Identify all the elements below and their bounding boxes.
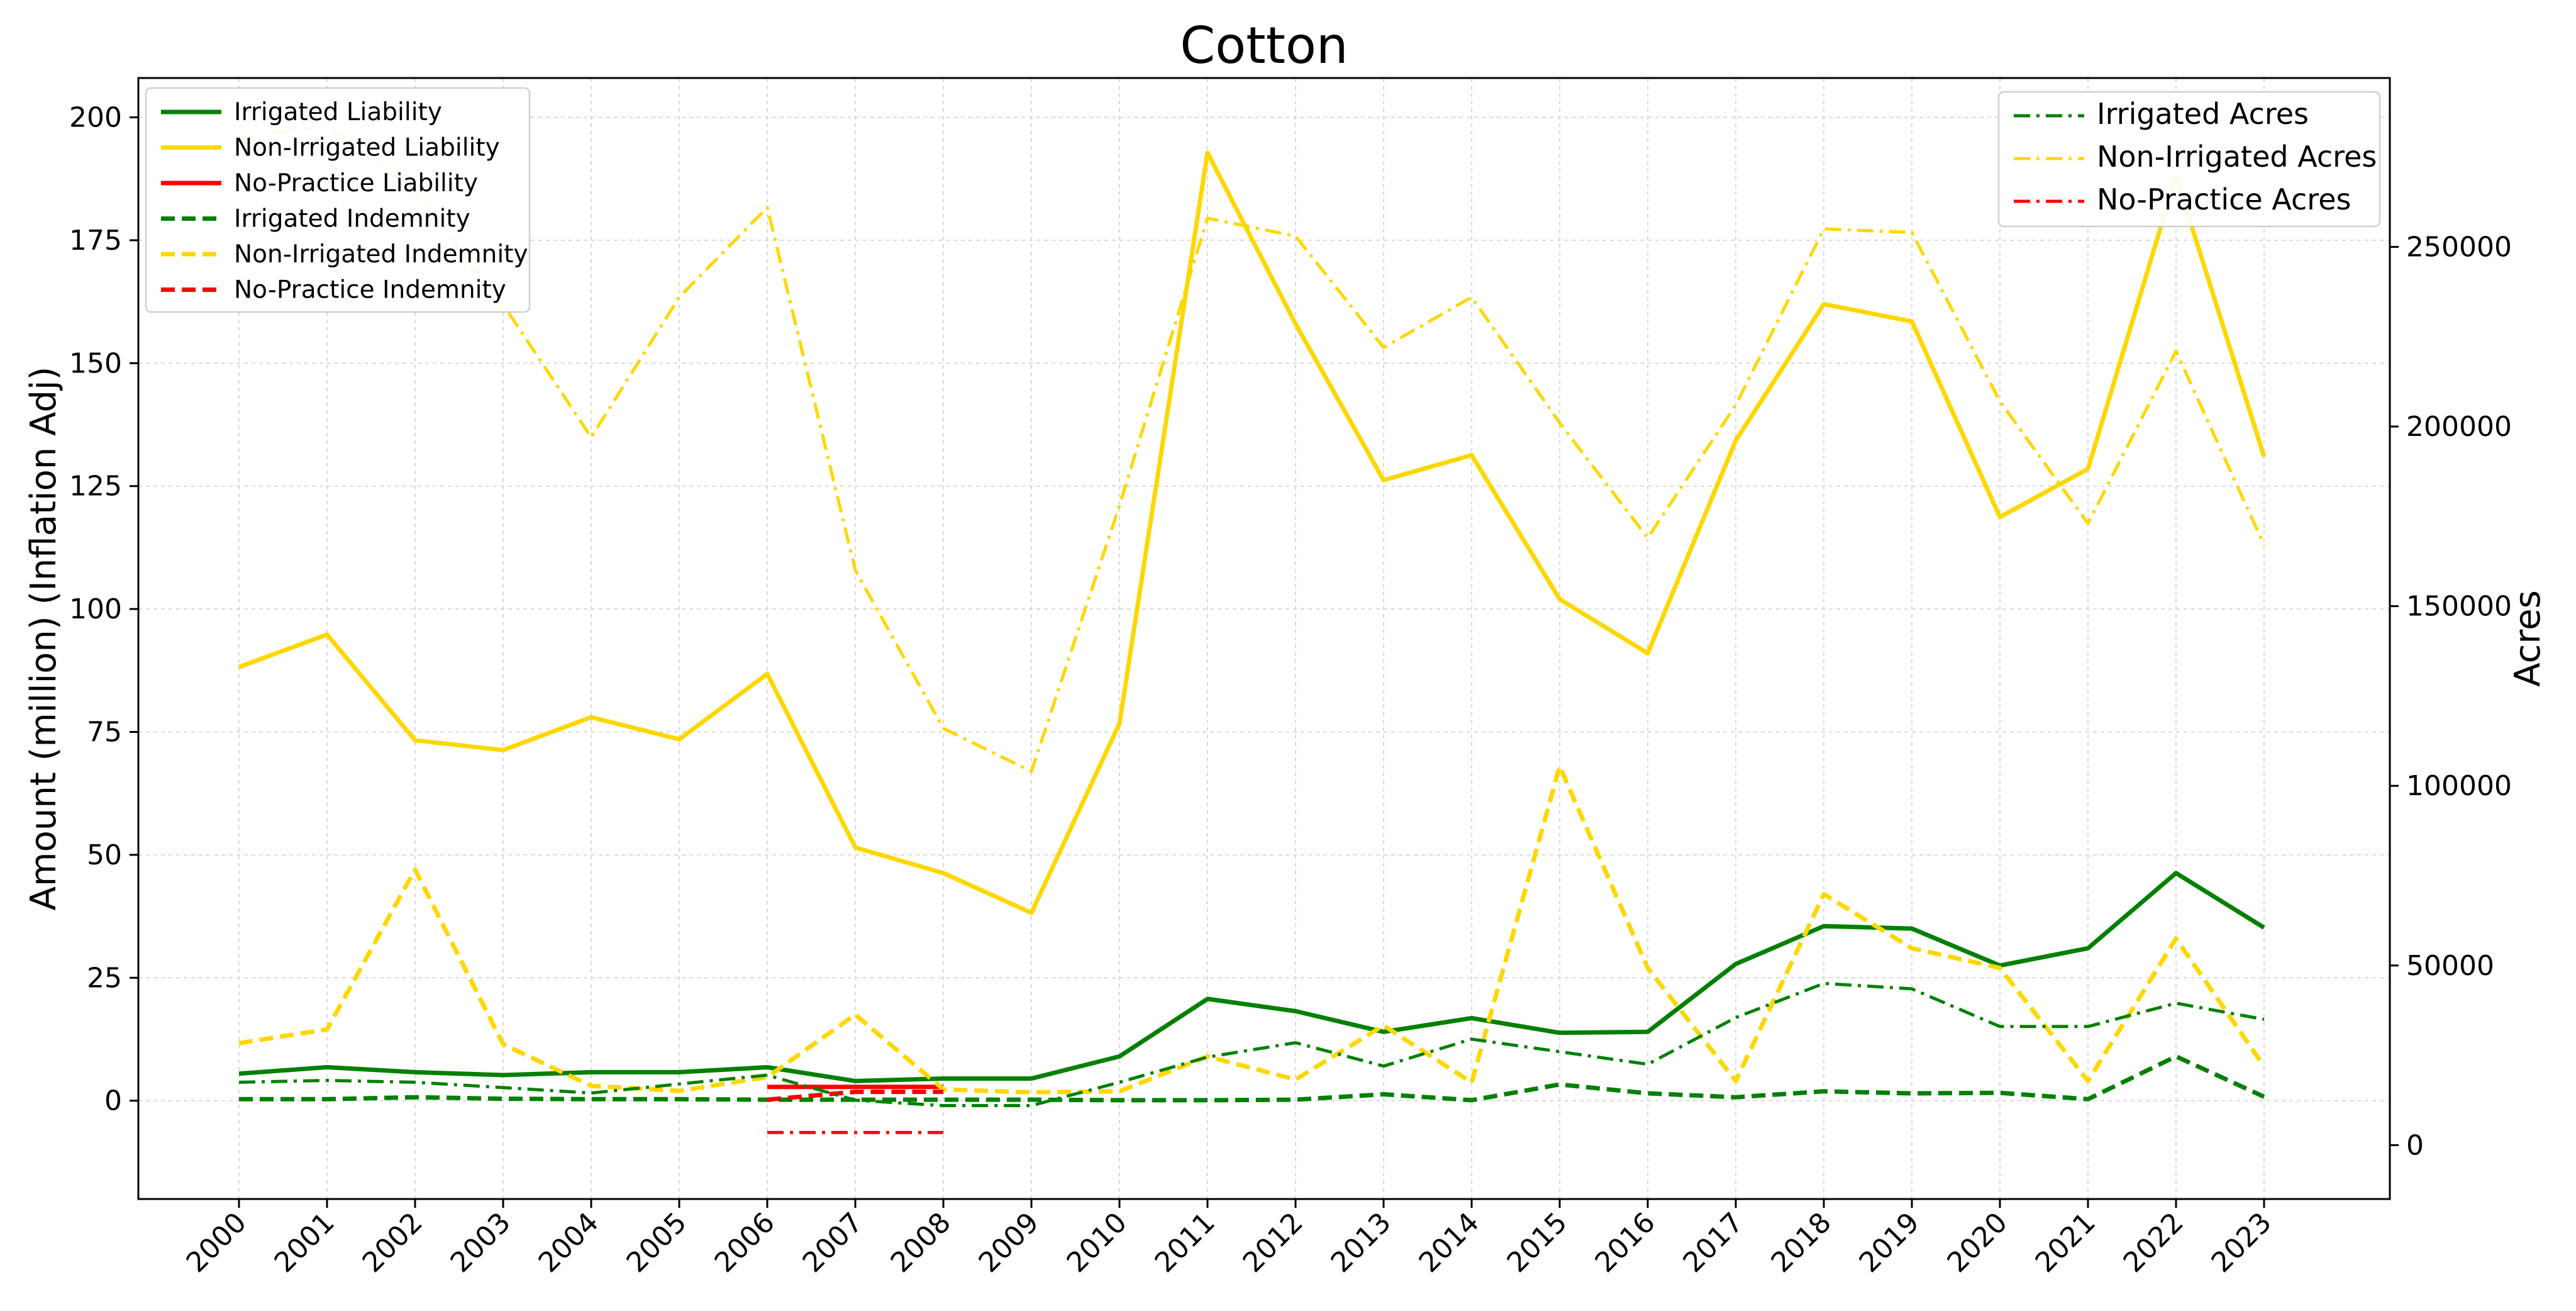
y2-tick-label: 100000 <box>2406 770 2512 802</box>
y-tick-label: 75 <box>87 717 122 749</box>
y2-tick-label: 0 <box>2406 1129 2424 1161</box>
legend-label-irrigated-indemnity: Irrigated Indemnity <box>234 205 470 233</box>
legend-frame <box>1997 91 2381 228</box>
y-tick-label: 0 <box>104 1085 122 1117</box>
y2-tick-label: 150000 <box>2406 591 2512 623</box>
legend-label-no-practice-indemnity: No-Practice Indemnity <box>234 276 506 304</box>
legend-frame <box>145 87 531 313</box>
series-line-no-practice-indemnity <box>767 1090 943 1102</box>
series-line-irrigated-liability <box>238 871 2265 1083</box>
y-tick-label: 125 <box>69 471 122 503</box>
legend-label-no-practice-liability: No-Practice Liability <box>234 169 478 198</box>
series-line-non-irrigated-indemnity <box>238 764 2266 1095</box>
y-tick-label: 175 <box>69 225 122 257</box>
legend-label-irrigated-liability: Irrigated Liability <box>234 98 442 126</box>
y-tick-label: 50 <box>87 839 122 871</box>
y-axis-label: Amount (million) (Inflation Adj) <box>23 367 64 911</box>
y2-axis-label: Acres <box>2507 590 2548 687</box>
legend-label-no-practice-acres: No-Practice Acres <box>2097 182 2351 216</box>
legend-right: Irrigated Acres Non-Irrigated Acres No-Pra… <box>1997 91 2381 228</box>
series-line-irrigated-indemnity <box>239 1054 2265 1103</box>
legend-left: Irrigated Liability Non-Irrigated Liabili… <box>145 87 531 313</box>
legend-label-non-irrigated-liability: Non-Irrigated Liability <box>234 134 500 162</box>
y-tick-label: 100 <box>69 593 122 625</box>
series-layer <box>238 123 2267 1134</box>
y-tick-label: 25 <box>87 962 122 994</box>
y2-tick-label: 50000 <box>2406 950 2494 982</box>
plot-frame <box>137 77 2391 1200</box>
y-tick-label: 200 <box>69 102 122 134</box>
legend-label-irrigated-acres: Irrigated Acres <box>2097 97 2309 131</box>
series-line-non-irrigated-liability <box>238 150 2267 915</box>
y2-tick-label: 200000 <box>2406 411 2512 443</box>
y-tick-label: 150 <box>69 347 122 379</box>
legend-label-non-irrigated-acres: Non-Irrigated Acres <box>2097 140 2377 174</box>
chart-title: Cotton <box>1180 16 1348 75</box>
y2-tick-label: 250000 <box>2406 231 2512 263</box>
legend-label-non-irrigated-indemnity: Non-Irrigated Indemnity <box>234 240 528 269</box>
